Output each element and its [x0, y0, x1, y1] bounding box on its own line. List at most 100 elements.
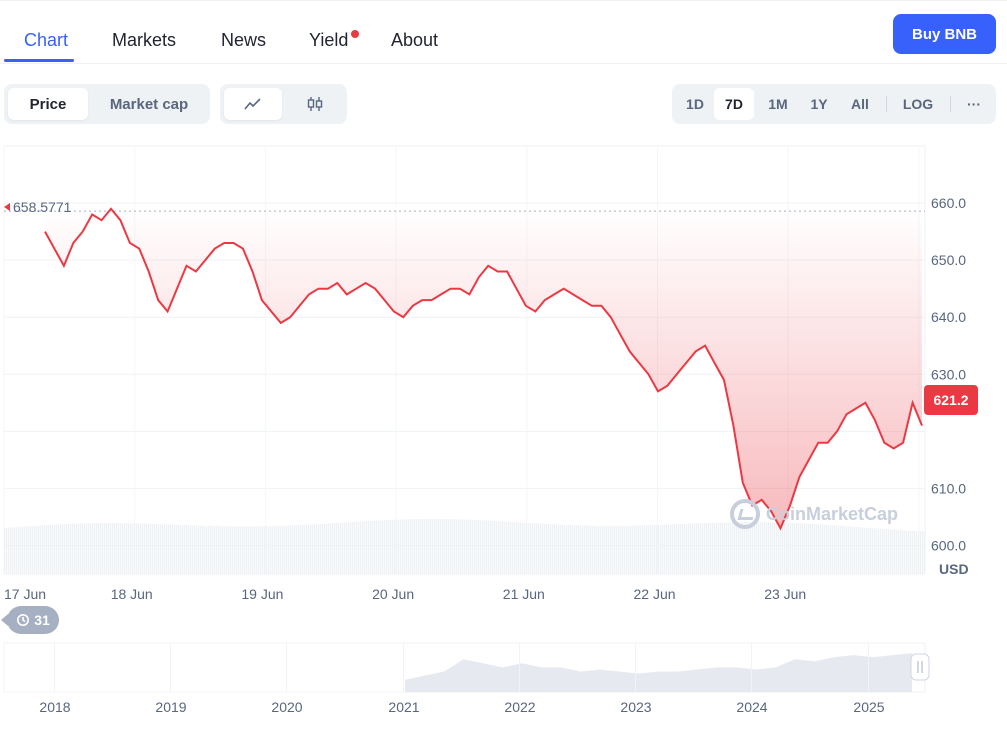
volume-bar — [514, 522, 516, 574]
volume-bar — [544, 523, 546, 574]
volume-bar — [902, 530, 904, 574]
volume-bar — [168, 524, 170, 574]
volume-bar — [818, 524, 820, 574]
volume-bar — [566, 524, 568, 574]
range-1d-button[interactable]: 1D — [686, 96, 704, 112]
volume-bar — [652, 525, 654, 574]
volume-bar — [842, 525, 844, 574]
volume-bar — [912, 530, 914, 574]
range-1m-button[interactable]: 1M — [768, 96, 788, 112]
volume-bar — [458, 519, 460, 574]
volume-bar — [540, 523, 542, 574]
price-chart[interactable]: 660.0 650.0 640.0 630.0 610.0 600.0 USD 17 Ju… — [0, 140, 1007, 720]
volume-bar — [222, 526, 224, 574]
volume-bar — [98, 523, 100, 574]
range-separator — [950, 96, 951, 112]
current-price-tag: 621.2 — [924, 385, 978, 415]
volume-bar — [442, 519, 444, 574]
volume-bar — [306, 524, 308, 574]
volume-bar — [616, 525, 618, 574]
volume-bar — [614, 525, 616, 574]
volume-bar — [852, 526, 854, 574]
volume-bar — [144, 523, 146, 574]
volume-bar — [354, 521, 356, 574]
candlestick-button[interactable] — [286, 88, 343, 120]
volume-bar — [256, 526, 258, 574]
active-tab-indicator — [4, 59, 74, 62]
tab-chart[interactable]: Chart — [24, 30, 69, 50]
buy-bnb-button[interactable]: Buy BNB — [893, 14, 996, 54]
volume-bar — [892, 529, 894, 574]
volume-bar — [476, 520, 478, 574]
price-toggle-button[interactable]: Price — [8, 88, 88, 120]
volume-bar — [386, 520, 388, 574]
volume-bar — [88, 523, 90, 574]
volume-bar — [152, 523, 154, 574]
range-7d-button[interactable]: 7D — [714, 88, 754, 120]
tab-yield[interactable]: Yield — [309, 30, 349, 50]
overview-pre-range — [4, 643, 405, 692]
volume-bar — [76, 523, 78, 574]
volume-bar — [288, 525, 290, 574]
volume-bar — [492, 520, 494, 574]
volume-bar — [254, 526, 256, 574]
line-chart-button[interactable] — [224, 88, 282, 120]
history-badge[interactable]: 31 — [1, 606, 59, 634]
price-area-fill — [45, 208, 922, 529]
volume-bar — [216, 526, 218, 574]
volume-bar — [42, 525, 44, 574]
tab-about[interactable]: About — [391, 30, 439, 50]
volume-bar — [536, 523, 538, 574]
volume-bar — [704, 523, 706, 574]
range-all-button[interactable]: All — [851, 96, 869, 112]
volume-bar — [248, 526, 250, 574]
volume-bar — [556, 524, 558, 574]
volume-bar — [702, 523, 704, 574]
volume-bar — [790, 522, 792, 574]
more-options-button[interactable]: ··· — [967, 96, 981, 112]
tab-markets[interactable]: Markets — [112, 30, 177, 50]
volume-bar — [532, 523, 534, 574]
volume-bar — [716, 522, 718, 574]
volume-bar — [226, 526, 228, 574]
volume-bar — [242, 526, 244, 574]
volume-bar — [188, 525, 190, 574]
volume-bar — [900, 530, 902, 574]
volume-bar — [378, 520, 380, 574]
market-cap-toggle-button[interactable]: Market cap — [109, 95, 189, 113]
volume-bar — [198, 525, 200, 574]
volume-bar — [882, 528, 884, 574]
volume-bar — [794, 522, 796, 574]
volume-bar — [638, 525, 640, 574]
volume-bar — [182, 524, 184, 574]
log-scale-button[interactable]: LOG — [902, 96, 934, 112]
volume-bar — [160, 524, 162, 574]
volume-bar — [568, 524, 570, 574]
volume-bar — [618, 525, 620, 574]
volume-bar — [738, 522, 740, 574]
volume-bar — [352, 521, 354, 574]
volume-bar — [278, 525, 280, 574]
volume-bar — [128, 523, 130, 574]
volume-bar — [720, 522, 722, 574]
volume-bar — [54, 524, 56, 574]
volume-bar — [634, 525, 636, 574]
volume-bar — [850, 526, 852, 574]
tab-bar: Chart Markets News Yield About — [0, 18, 1007, 64]
volume-bar — [520, 522, 522, 574]
volume-bar — [56, 524, 58, 574]
volume-bar — [840, 525, 842, 574]
overview-handle[interactable] — [910, 653, 930, 681]
volume-bar — [792, 522, 794, 574]
overview-navigator[interactable]: 2018 2019 2020 2021 2022 2023 2024 2025 — [3, 642, 930, 715]
volume-bar — [798, 523, 800, 574]
volume-bar — [32, 525, 34, 574]
range-1y-button[interactable]: 1Y — [810, 96, 828, 112]
volume-bar — [846, 526, 848, 574]
overview-year-label: 2024 — [736, 699, 767, 715]
volume-bar — [34, 525, 36, 574]
volume-bar — [562, 524, 564, 574]
volume-bar — [374, 520, 376, 574]
volume-bar — [368, 521, 370, 574]
tab-news[interactable]: News — [221, 30, 267, 50]
